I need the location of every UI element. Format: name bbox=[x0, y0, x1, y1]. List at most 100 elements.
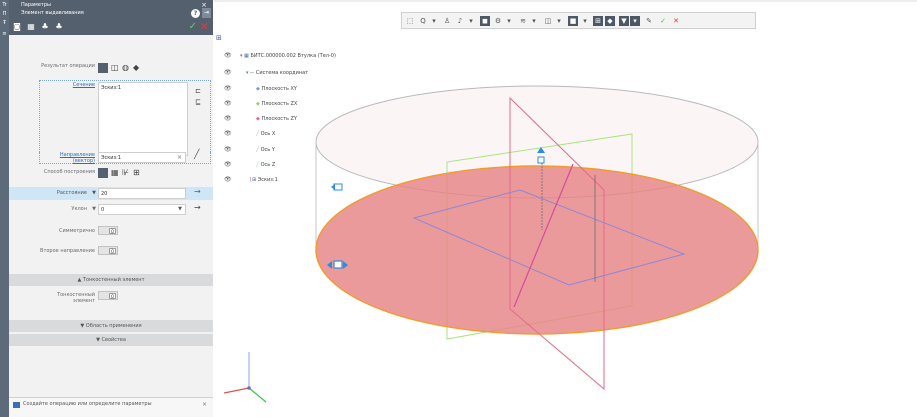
sketch-list-item[interactable]: Эскиз:1 bbox=[101, 85, 122, 91]
filter-objects-icon[interactable]: ■ bbox=[568, 16, 578, 26]
method-through-all-icon[interactable]: ▦ bbox=[111, 168, 119, 177]
eye-icon[interactable]: 👁 bbox=[224, 52, 232, 59]
method-to-surface-icon[interactable]: ⊞ bbox=[133, 168, 140, 177]
left-handle-arrow bbox=[331, 184, 335, 190]
add-sketch-icon[interactable]: ⊏ bbox=[195, 87, 201, 95]
tree-item-part[interactable]: ▾ ▦ БИТС.000000.002 Втулка (Тел-0) bbox=[240, 53, 336, 59]
tree-item-coordinate-label: Система координат bbox=[255, 70, 309, 76]
toolbar-confirm-icon[interactable]: ✓ bbox=[660, 17, 666, 25]
filter-dropdown-icon[interactable]: ▾ bbox=[583, 17, 587, 25]
visibility-dropdown-icon[interactable]: ▾ bbox=[557, 17, 561, 25]
result-extrude-icon[interactable] bbox=[98, 63, 108, 73]
tree-item-sketch[interactable]: ⌊⊞ Эскиз:1 bbox=[250, 177, 278, 183]
help-icon[interactable]: ? bbox=[191, 9, 200, 18]
rotate-icon[interactable]: ♪ bbox=[457, 17, 463, 25]
sketch-label[interactable]: Сечение bbox=[72, 82, 95, 88]
tree-item-sketch-label: Эскиз:1 bbox=[257, 177, 278, 183]
eye-icon[interactable]: 👁 bbox=[224, 115, 232, 122]
scope-section[interactable]: ▼ Область применения bbox=[9, 320, 213, 332]
direction-field[interactable]: Эскиз:1 × bbox=[98, 152, 186, 163]
distance-dropdown-icon[interactable]: ▼ bbox=[92, 190, 96, 196]
thin-element-toggle[interactable]: О bbox=[98, 291, 118, 300]
eye-icon[interactable]: 👁 bbox=[224, 69, 232, 76]
tree-mode-icon[interactable]: Tr bbox=[2, 2, 7, 8]
eye-icon[interactable]: 👁 bbox=[224, 85, 232, 92]
tree-item-plane-zy[interactable]: ◆ Плоскость ZY bbox=[256, 116, 297, 122]
symmetry-toggle[interactable]: О bbox=[98, 226, 118, 235]
eye-icon[interactable]: 👁 bbox=[224, 176, 232, 183]
symmetry-label: Симметрично bbox=[59, 228, 95, 234]
attributes-tab-icon[interactable]: ♣ bbox=[55, 22, 63, 31]
angle-input[interactable]: 0 ▼ bbox=[98, 204, 186, 215]
parameters-tab-icon[interactable]: ◙ bbox=[13, 22, 21, 31]
view-orientation-icon[interactable]: ⚙ bbox=[494, 17, 502, 25]
panel-title: Параметры bbox=[21, 2, 51, 8]
zoom-fit-icon[interactable]: ⬚ bbox=[406, 17, 414, 25]
panel-subtitle: Элемент выдавливания bbox=[21, 10, 84, 16]
tree-item-coordinate-system[interactable]: ▾ ⌐ Система координат bbox=[246, 70, 309, 76]
document-tab-icon[interactable]: ▦ bbox=[27, 22, 35, 31]
distance-direction-icon[interactable]: → bbox=[194, 187, 201, 196]
tree-item-axis-z[interactable]: ╱ Ось Z bbox=[256, 162, 276, 168]
properties-section[interactable]: ▼ Свойства bbox=[9, 334, 213, 346]
selection-filter-icon[interactable]: ▼ bbox=[619, 16, 629, 26]
tree-item-axis-y[interactable]: ╱ Ось Y bbox=[256, 147, 275, 153]
confirm-button[interactable]: ✓ bbox=[188, 21, 197, 32]
distance-handle bbox=[333, 260, 343, 269]
angle-select-icon[interactable]: ▼ bbox=[178, 206, 182, 212]
cancel-button[interactable]: ✕ bbox=[199, 20, 209, 33]
tree-item-axis-x[interactable]: ╱ Ось X bbox=[256, 131, 276, 137]
eye-icon[interactable]: 👁 bbox=[224, 100, 232, 107]
section-dropdown-icon[interactable]: ▾ bbox=[532, 17, 536, 25]
angle-direction-icon[interactable]: → bbox=[194, 203, 201, 212]
properties-tab-icon[interactable]: ♣ bbox=[41, 22, 49, 31]
panel-close-icon[interactable]: × bbox=[201, 1, 207, 9]
tree-item-axis-x-label: Ось X bbox=[260, 131, 276, 137]
selection-dropdown-icon[interactable]: ▾ bbox=[630, 16, 640, 26]
clear-direction-icon[interactable]: × bbox=[176, 154, 182, 161]
result-cut-icon[interactable]: ◫ bbox=[111, 63, 119, 72]
thin-element-section[interactable]: ▲ Тонкостенный элемент bbox=[9, 274, 213, 286]
toolbar-cancel-icon[interactable]: ✕ bbox=[673, 17, 679, 25]
parameters-mode-icon[interactable]: П bbox=[2, 11, 7, 17]
direction-label[interactable]: Направление (вектор) bbox=[59, 152, 95, 164]
result-intersect-icon[interactable]: ◆ bbox=[133, 63, 140, 72]
pan-icon[interactable]: ♙ bbox=[443, 17, 451, 25]
section-view-icon[interactable]: ≋ bbox=[520, 17, 526, 25]
sketch-list[interactable]: Эскиз:1 bbox=[98, 82, 188, 156]
eye-icon[interactable]: 👁 bbox=[224, 146, 232, 153]
eye-icon[interactable]: 👁 bbox=[224, 130, 232, 137]
visibility-icon[interactable]: ◫ bbox=[544, 17, 552, 25]
tree-root-icon[interactable]: ⊞ bbox=[216, 34, 222, 42]
appearance-icon[interactable]: ◆ bbox=[605, 16, 615, 26]
display-style-icon[interactable]: ◼ bbox=[480, 16, 490, 26]
result-union-icon[interactable]: ◍ bbox=[122, 63, 129, 72]
model-viewport[interactable]: ⬚ Q ▾ ♙ ♪ ▾ ◼ ⚙ ▾ ≋ ▾ ◫ ▾ ■ ▾ ⊞ ◆ ▼ ▾ ✎ … bbox=[214, 0, 917, 417]
layers-mode-icon[interactable]: Ŧ bbox=[2, 20, 7, 26]
plane-xy-outline bbox=[412, 189, 686, 286]
tree-item-plane-zy-label: Плоскость ZY bbox=[261, 116, 297, 122]
menu-icon[interactable]: ≡ bbox=[2, 31, 7, 37]
second-direction-toggle[interactable]: О bbox=[98, 246, 118, 255]
angle-dropdown-icon[interactable]: ▼ bbox=[92, 206, 96, 212]
rotate-dropdown-icon[interactable]: ▾ bbox=[469, 17, 473, 25]
direction-pick-icon[interactable]: ╱ bbox=[194, 150, 200, 160]
distance-input[interactable]: 20 bbox=[98, 188, 186, 199]
method-to-vertex-icon[interactable]: ⊮ bbox=[122, 168, 129, 177]
method-to-distance-icon[interactable] bbox=[98, 168, 108, 178]
zoom-icon[interactable]: Q bbox=[420, 17, 426, 25]
pin-icon[interactable]: ⇥ bbox=[202, 8, 211, 18]
panel-toolbar: ◙ ▦ ♣ ♣ ✓ ✕ bbox=[9, 19, 213, 35]
hint-close-icon[interactable]: × bbox=[201, 401, 207, 408]
orientation-dropdown-icon[interactable]: ▾ bbox=[507, 17, 511, 25]
tree-item-plane-zx[interactable]: ◆ Плоскость ZX bbox=[256, 101, 298, 107]
eye-icon[interactable]: 👁 bbox=[224, 161, 232, 168]
zoom-dropdown-icon[interactable]: ▾ bbox=[432, 17, 436, 25]
triad-y-axis bbox=[248, 387, 267, 403]
tree-item-plane-xy[interactable]: ◆ Плоскость XY bbox=[256, 86, 297, 92]
remove-sketch-icon[interactable]: ⊑ bbox=[195, 98, 201, 106]
edit-icon[interactable]: ✎ bbox=[646, 17, 652, 25]
grid-snap-icon[interactable]: ⊞ bbox=[593, 16, 603, 26]
panel-header: Параметры Элемент выдавливания × ? ⇥ bbox=[9, 0, 213, 19]
